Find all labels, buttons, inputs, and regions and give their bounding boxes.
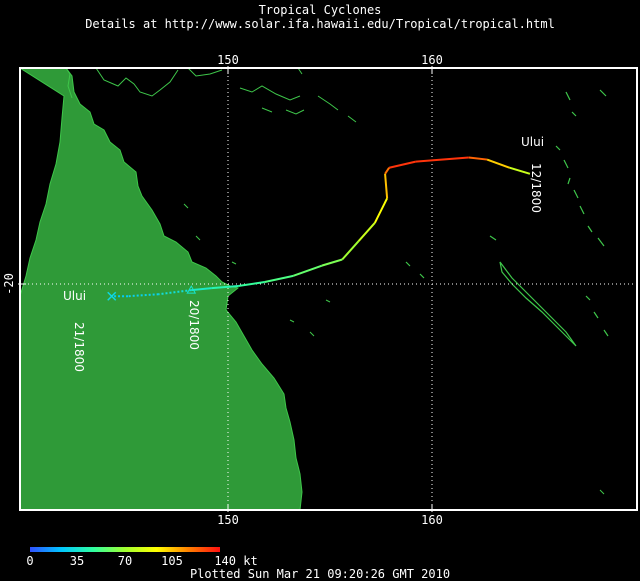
track-segment	[486, 158, 510, 169]
intensity-color-bar	[30, 547, 220, 552]
map-subtitle: Details at http://www.solar.ifa.hawaii.e…	[85, 17, 555, 31]
track-segment	[264, 274, 294, 283]
track-segment	[341, 240, 360, 261]
map-frame	[19, 67, 638, 511]
scale-label-140: 140 kt	[214, 554, 258, 568]
storm-date-end: 21/1800	[72, 322, 86, 372]
scale-label-0: 0	[26, 554, 34, 568]
track-segment	[158, 289, 192, 296]
cyclone-track	[107, 156, 531, 301]
map-title: Tropical Cyclones	[258, 3, 382, 17]
track-segment	[509, 166, 531, 175]
track-segment	[388, 160, 416, 169]
track-segment	[191, 287, 212, 292]
loyalty-islands	[405, 235, 609, 337]
lon-tick-top-150: 150	[217, 53, 239, 67]
track-segment	[127, 293, 159, 298]
vanuatu-islands	[555, 89, 607, 247]
track-segment	[415, 156, 469, 163]
australia-landmass	[20, 68, 303, 510]
storm-name-end: Ului	[63, 289, 86, 303]
storm-name-start: Ului	[521, 135, 544, 149]
plotted-timestamp: Plotted Sun Mar 21 09:20:26 GMT 2010	[189, 567, 451, 581]
lon-tick-top-160: 160	[421, 53, 443, 67]
cape-york-coast	[65, 68, 73, 99]
storm-date-mid: 20/1800	[187, 300, 201, 350]
track-segment	[384, 167, 390, 175]
reef-islands-coral-sea	[183, 203, 605, 495]
track-segment	[321, 258, 343, 267]
landfall-marker-icon	[186, 285, 197, 294]
track-segment	[238, 280, 265, 288]
track-segment	[384, 173, 389, 199]
scale-label-70: 70	[117, 554, 133, 568]
papua-coastline	[95, 68, 223, 97]
track-segment	[373, 197, 389, 224]
track-segment	[357, 222, 376, 242]
new-caledonia	[499, 261, 577, 347]
storm-date-start: 12/1800	[529, 163, 543, 213]
scale-label-105: 105	[161, 554, 183, 568]
track-segment	[211, 285, 239, 290]
track-segment	[468, 156, 488, 161]
lon-tick-bottom-150: 150	[217, 513, 239, 527]
track-segment	[292, 264, 323, 277]
islands-top	[239, 68, 357, 123]
scale-label-35: 35	[69, 554, 85, 568]
track-end-x-icon	[107, 291, 117, 301]
lon-tick-bottom-160: 160	[421, 513, 443, 527]
